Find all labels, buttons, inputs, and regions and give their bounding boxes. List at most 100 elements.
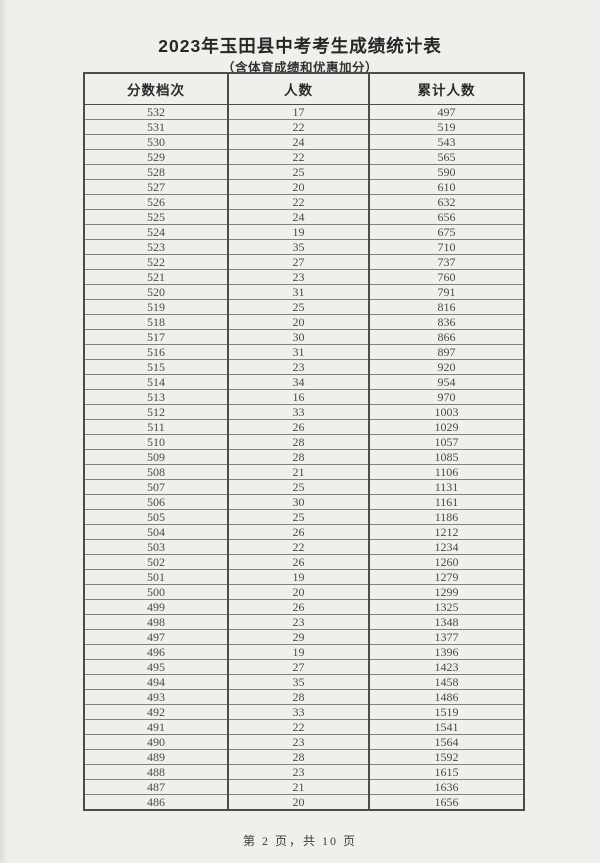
table-row: 508 21 1106 [84,463,524,479]
table-cell: 499 [84,598,228,614]
table-row: 497 29 1377 [84,628,524,644]
table-cell: 970 [368,388,524,404]
table-cell: 521 [84,268,228,284]
table-cell: 523 [84,238,228,254]
table-row: 520 31 791 [84,283,524,299]
table-row: 531 22 519 [84,118,524,134]
table-cell: 508 [84,463,228,479]
table-cell: 511 [84,418,228,434]
page-title: 2023年玉田县中考考生成绩统计表 [158,36,442,56]
table-cell: 490 [84,733,228,749]
page-footer: 第 2 页，共 10 页 [242,834,357,848]
table-cell: 25 [227,478,369,494]
table-cell: 531 [84,118,228,134]
table-cell: 543 [368,133,524,149]
table-row: 511 26 1029 [84,418,524,434]
table-cell: 1615 [368,763,524,779]
table-row: 502 26 1260 [84,553,524,569]
table-cell: 522 [84,253,228,269]
table-cell: 35 [227,238,369,254]
table-row: 501 19 1279 [84,568,524,584]
table-cell: 527 [84,178,228,194]
table-cell: 1057 [368,433,524,449]
table-cell: 590 [368,163,524,179]
table-cell: 1564 [368,733,524,749]
table-cell: 30 [227,328,369,344]
table-row: 494 35 1458 [84,673,524,689]
table-cell: 1106 [368,463,524,479]
table-row: 491 22 1541 [84,718,524,734]
table-cell: 517 [84,328,228,344]
table-cell: 17 [227,103,369,119]
column-header-count: 人数 [227,73,369,105]
table-row: 506 30 1161 [84,493,524,509]
table-cell: 866 [368,328,524,344]
table-cell: 26 [227,553,369,569]
table-cell: 23 [227,733,369,749]
table-row: 527 20 610 [84,178,524,194]
table-cell: 1656 [368,793,524,810]
table-cell: 25 [227,298,369,314]
table-cell: 1486 [368,688,524,704]
table-row: 495 27 1423 [84,658,524,674]
table-row: 492 33 1519 [84,703,524,719]
table-cell: 31 [227,343,369,359]
table-cell: 816 [368,298,524,314]
table-row: 519 25 816 [84,298,524,314]
table-cell: 514 [84,373,228,389]
table-cell: 23 [227,268,369,284]
table-cell: 1348 [368,613,524,629]
table-cell: 26 [227,523,369,539]
table-cell: 20 [227,313,369,329]
table-row: 498 23 1348 [84,613,524,629]
table-cell: 26 [227,418,369,434]
table-cell: 495 [84,658,228,674]
table-cell: 493 [84,688,228,704]
table-cell: 505 [84,508,228,524]
table-cell: 496 [84,643,228,659]
table-row: 486 20 1656 [84,793,524,810]
table-row: 516 31 897 [84,343,524,359]
table-cell: 27 [227,658,369,674]
table-cell: 23 [227,613,369,629]
table-cell: 35 [227,673,369,689]
table-row: 522 27 737 [84,253,524,269]
table-cell: 498 [84,613,228,629]
table-cell: 23 [227,358,369,374]
table-cell: 507 [84,478,228,494]
table-cell: 1423 [368,658,524,674]
table-cell: 504 [84,523,228,539]
table-cell: 519 [368,118,524,134]
table-cell: 710 [368,238,524,254]
table-cell: 487 [84,778,228,794]
table-cell: 1186 [368,508,524,524]
table-cell: 33 [227,703,369,719]
table-cell: 26 [227,598,369,614]
table-cell: 503 [84,538,228,554]
page-subtitle: （含体育成绩和优惠加分） [221,61,378,75]
table-cell: 27 [227,253,369,269]
table-row: 500 20 1299 [84,583,524,599]
table-cell: 632 [368,193,524,209]
table-cell: 23 [227,763,369,779]
table-cell: 529 [84,148,228,164]
table-row: 529 22 565 [84,148,524,164]
table-cell: 1260 [368,553,524,569]
table-cell: 19 [227,643,369,659]
table-cell: 526 [84,193,228,209]
table-row: 489 28 1592 [84,748,524,764]
table-cell: 516 [84,343,228,359]
table-cell: 20 [227,793,369,810]
table-row: 503 22 1234 [84,538,524,554]
score-table-body: 532 17 497 531 22 519 530 24 543 529 22 565 528 25 590… [84,103,524,810]
column-header-cumulative-count: 累计人数 [368,73,524,105]
table-row: 523 35 710 [84,238,524,254]
table-row: 504 26 1212 [84,523,524,539]
table-cell: 532 [84,103,228,119]
table-row: 528 25 590 [84,163,524,179]
table-row: 514 34 954 [84,373,524,389]
table-cell: 34 [227,373,369,389]
table-cell: 20 [227,583,369,599]
table-row: 510 28 1057 [84,433,524,449]
table-cell: 30 [227,493,369,509]
